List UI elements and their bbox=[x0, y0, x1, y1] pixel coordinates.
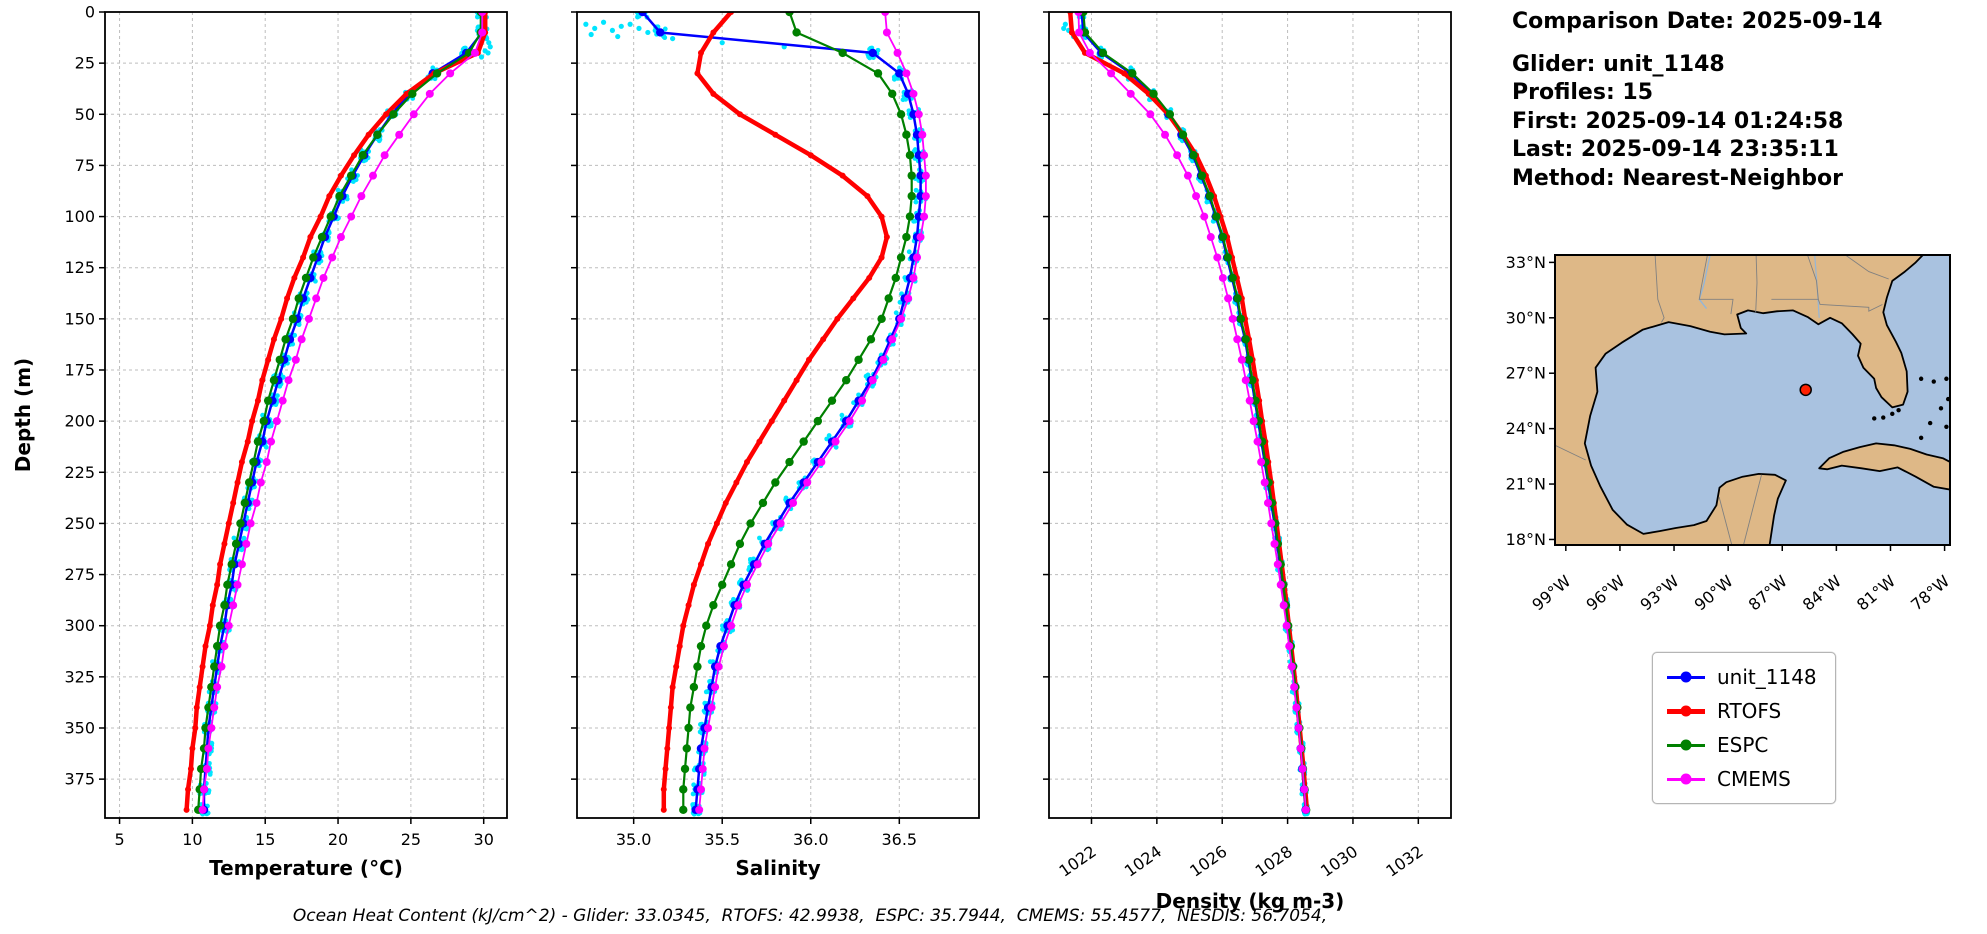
location-map: 33°N 30°N 27°N 24°N 21°N 18°N 99°W 96°W 93°W 90°W… bbox=[1506, 253, 1954, 615]
mainland-landmass bbox=[1555, 255, 1924, 545]
depth-tick-label: 0 bbox=[85, 3, 95, 22]
lon-tick-label: 81°W bbox=[1853, 571, 1899, 614]
lat-tick-label: 18°N bbox=[1506, 530, 1546, 549]
legend-marker-dot bbox=[1680, 705, 1692, 717]
x-axis-label-density: Density (kg m-3) bbox=[1156, 889, 1345, 913]
series-RTOFS bbox=[660, 12, 890, 813]
x-tick-label: 1032 bbox=[1382, 842, 1426, 881]
legend-marker-line bbox=[1667, 671, 1705, 683]
glider-position-marker bbox=[1799, 383, 1812, 397]
depth-tick-label: 100 bbox=[64, 207, 95, 226]
x-tick-label: 35.5 bbox=[704, 830, 740, 849]
x-tick-label: 5 bbox=[114, 830, 124, 849]
x-tick-label: 36.0 bbox=[793, 830, 829, 849]
series-ESPC bbox=[194, 12, 485, 815]
lon-tick-label: 93°W bbox=[1637, 571, 1683, 614]
x-axis-label-salinity: Salinity bbox=[735, 856, 820, 880]
legend-marker-dot bbox=[1680, 739, 1692, 751]
depth-tick-label: 225 bbox=[64, 463, 95, 482]
x-tick-label: 10 bbox=[182, 830, 202, 849]
legend-marker-line bbox=[1667, 739, 1705, 751]
legend-label: CMEMS bbox=[1717, 767, 1791, 791]
lon-tick-label: 87°W bbox=[1745, 571, 1791, 614]
lon-tick-label: 90°W bbox=[1691, 571, 1737, 614]
grid bbox=[105, 11, 507, 818]
depth-tick-label: 275 bbox=[64, 565, 95, 584]
depth-tick-label: 300 bbox=[64, 616, 95, 635]
lon-tick-label: 78°W bbox=[1907, 571, 1953, 614]
state-borders bbox=[1555, 255, 1889, 545]
small-islands bbox=[1872, 376, 1950, 441]
comparison-date: Comparison Date: 2025-09-14 bbox=[1512, 9, 1883, 34]
comparison-info: Comparison Date: 2025-09-14 Glider: unit… bbox=[1512, 8, 1882, 194]
depth-tick-label: 375 bbox=[64, 770, 95, 789]
legend-item-unit_1148: unit_1148 bbox=[1667, 665, 1817, 689]
depth-tick-label: 200 bbox=[64, 412, 95, 431]
series-CMEMS bbox=[1074, 12, 1310, 814]
x-tick-label: 30 bbox=[474, 830, 494, 849]
legend-label: ESPC bbox=[1717, 733, 1769, 757]
depth-tick-label: 125 bbox=[64, 258, 95, 277]
depth-tick-label: 350 bbox=[64, 718, 95, 737]
depth-tick-label: 325 bbox=[64, 667, 95, 686]
legend-item-RTOFS: RTOFS bbox=[1667, 699, 1817, 723]
last-profile-time: Last: 2025-09-14 23:35:11 bbox=[1512, 137, 1839, 163]
depth-tick-label: 75 bbox=[75, 156, 95, 175]
legend-label: RTOFS bbox=[1717, 699, 1782, 723]
lon-tick-label: 99°W bbox=[1528, 571, 1574, 614]
lat-tick-label: 30°N bbox=[1506, 308, 1546, 327]
x-tick-label: 1024 bbox=[1121, 842, 1165, 881]
lat-tick-label: 24°N bbox=[1506, 419, 1546, 438]
legend-marker-line bbox=[1667, 705, 1705, 717]
lon-tick-label: 96°W bbox=[1582, 571, 1628, 614]
lat-tick-label: 27°N bbox=[1506, 364, 1546, 383]
legend: unit_1148 RTOFS ESPC CMEMS bbox=[1652, 652, 1836, 804]
first-profile-time: First: 2025-09-14 01:24:58 bbox=[1512, 108, 1844, 134]
lon-tick-label: 84°W bbox=[1799, 571, 1845, 614]
depth-tick-label: 25 bbox=[75, 54, 95, 73]
series-ESPC bbox=[679, 12, 916, 815]
legend-item-ESPC: ESPC bbox=[1667, 733, 1817, 757]
panel-salinity: 35.0 35.5 36.0 36.5 Salinity bbox=[571, 11, 980, 880]
cuba-landmass bbox=[1818, 442, 1950, 491]
x-tick-label: 1028 bbox=[1252, 842, 1296, 881]
x-tick-label: 1030 bbox=[1317, 842, 1361, 881]
lat-tick-label: 33°N bbox=[1506, 253, 1546, 272]
panel-density: 1022 1024 1026 1028 1030 1032 Density (kg m-3) bbox=[1043, 11, 1452, 913]
depth-tick-label: 150 bbox=[64, 309, 95, 328]
legend-marker-line bbox=[1667, 773, 1705, 785]
x-tick-label: 15 bbox=[255, 830, 275, 849]
x-axis-label-temperature: Temperature (°C) bbox=[209, 856, 403, 880]
legend-marker-dot bbox=[1680, 773, 1692, 785]
comparison-method: Method: Nearest-Neighbor bbox=[1512, 165, 1843, 191]
legend-item-CMEMS: CMEMS bbox=[1667, 767, 1817, 791]
x-tick-label: 20 bbox=[328, 830, 348, 849]
panel-temperature: 5 10 15 20 25 3002550751001251501752002252502… bbox=[64, 3, 508, 880]
x-tick-label: 36.5 bbox=[881, 830, 917, 849]
x-tick-label: 25 bbox=[401, 830, 421, 849]
series-RTOFS bbox=[183, 12, 489, 813]
series-CMEMS bbox=[198, 12, 487, 814]
lat-tick-label: 21°N bbox=[1506, 475, 1546, 494]
legend-marker-dot bbox=[1680, 671, 1692, 683]
x-tick-label: 1022 bbox=[1056, 842, 1100, 881]
legend-label: unit_1148 bbox=[1717, 665, 1817, 689]
profile-plots: 5 10 15 20 25 3002550751001251501752002252502… bbox=[11, 3, 1452, 913]
ohc-footnote: Ocean Heat Content (kJ/cm^2) - Glider: 3… bbox=[292, 906, 1328, 926]
profile-count: Profiles: 15 bbox=[1512, 80, 1654, 106]
glider-id: Glider: unit_1148 bbox=[1512, 51, 1725, 77]
x-tick-label: 35.0 bbox=[616, 830, 652, 849]
depth-axis-label: Depth (m) bbox=[11, 358, 35, 472]
info-spacer bbox=[1512, 37, 1882, 51]
series-CMEMS bbox=[695, 12, 930, 814]
depth-tick-label: 250 bbox=[64, 514, 95, 533]
x-tick-label: 1026 bbox=[1186, 842, 1230, 881]
depth-tick-label: 50 bbox=[75, 105, 95, 124]
depth-tick-label: 175 bbox=[64, 360, 95, 379]
